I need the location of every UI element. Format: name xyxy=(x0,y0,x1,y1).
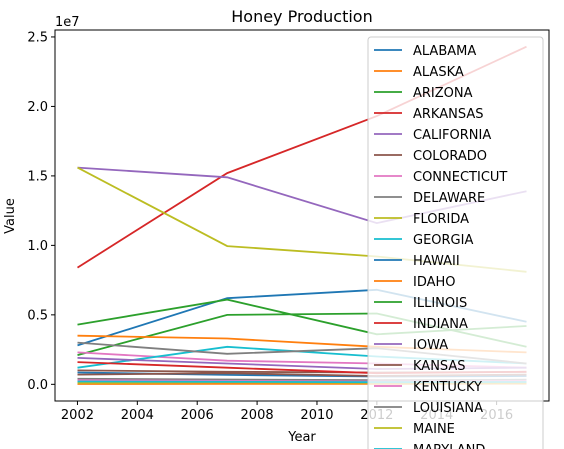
y-tick-label: 2.0 xyxy=(27,100,48,115)
y-axis: 0.0 0.5 1.0 1.5 2.0 2.5 xyxy=(27,30,55,393)
legend-label-maryland: MARYLAND xyxy=(413,443,485,449)
y-tick-label: 0.5 xyxy=(27,308,48,323)
y-axis-label: Value xyxy=(3,198,18,234)
x-tick-label: 2010 xyxy=(300,408,333,423)
legend: ALABAMA ALASKA ARIZONA ARKANSAS CALIFORNIA CO… xyxy=(367,36,544,449)
legend-label-alabama: ALABAMA xyxy=(413,44,476,59)
legend-label-kentucky: KENTUCKY xyxy=(413,380,482,395)
x-tick-label: 2004 xyxy=(121,408,154,423)
legend-box xyxy=(367,36,544,449)
legend-label-colorado: COLORADO xyxy=(413,149,487,164)
legend-label-arizona: ARIZONA xyxy=(413,86,473,101)
y-tick-label: 2.5 xyxy=(27,30,48,45)
legend-label-illinois: ILLINOIS xyxy=(413,296,467,311)
legend-label-iowa: IOWA xyxy=(413,338,448,353)
legend-label-georgia: GEORGIA xyxy=(413,233,473,248)
legend-label-florida: FLORIDA xyxy=(413,212,469,227)
legend-label-maine: MAINE xyxy=(413,422,455,437)
legend-label-california: CALIFORNIA xyxy=(413,128,491,143)
legend-label-delaware: DELAWARE xyxy=(413,191,485,206)
x-tick-label: 2006 xyxy=(181,408,214,423)
legend-label-louisiana: LOUISIANA xyxy=(413,401,483,416)
x-tick-label: 2008 xyxy=(241,408,274,423)
x-axis-label: Year xyxy=(287,430,316,445)
legend-label-kansas: KANSAS xyxy=(413,359,466,374)
y-tick-label: 1.5 xyxy=(27,169,48,184)
plot-frame xyxy=(54,29,550,402)
legend-label-connecticut: CONNECTICUT xyxy=(413,170,507,185)
chart-title: Honey Production xyxy=(231,7,372,26)
x-tick-label: 2002 xyxy=(61,408,94,423)
legend-label-arkansas: ARKANSAS xyxy=(413,107,483,122)
y-offset-label: 1e7 xyxy=(55,15,80,30)
y-tick-label: 0.0 xyxy=(27,378,48,393)
legend-label-hawaii: HAWAII xyxy=(413,254,460,269)
legend-label-idaho: IDAHO xyxy=(413,275,456,290)
legend-label-alaska: ALASKA xyxy=(413,65,464,80)
y-tick-label: 1.0 xyxy=(27,239,48,254)
legend-label-indiana: INDIANA xyxy=(413,317,468,332)
